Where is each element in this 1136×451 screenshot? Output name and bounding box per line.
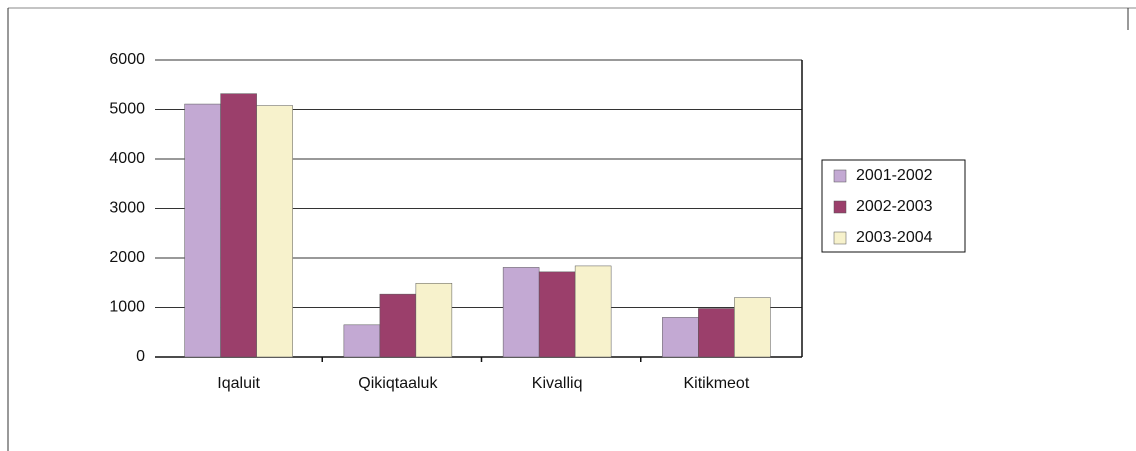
x-tick-label: Qikiqtaaluk bbox=[358, 375, 438, 392]
bar bbox=[379, 293, 417, 358]
bar bbox=[734, 297, 771, 358]
bar bbox=[220, 93, 257, 358]
legend-swatch bbox=[833, 200, 847, 214]
bar bbox=[256, 105, 293, 358]
y-tick-label: 4000 bbox=[109, 150, 145, 167]
bar bbox=[662, 317, 699, 358]
bar bbox=[698, 308, 735, 358]
y-tick-label: 0 bbox=[136, 348, 145, 365]
y-tick-label: 6000 bbox=[109, 51, 145, 68]
y-tick-label: 1000 bbox=[109, 299, 145, 316]
bar bbox=[502, 267, 540, 358]
bar bbox=[343, 324, 381, 358]
legend-label: 2002-2003 bbox=[856, 198, 933, 215]
bar bbox=[415, 282, 453, 358]
x-tick-label: Iqaluit bbox=[217, 375, 260, 392]
bar bbox=[574, 265, 612, 358]
legend-label: 2003-2004 bbox=[856, 229, 933, 246]
legend-swatch bbox=[833, 169, 847, 183]
bar bbox=[184, 103, 221, 358]
y-tick-label: 5000 bbox=[109, 101, 145, 118]
bar bbox=[538, 271, 576, 358]
legend-swatch bbox=[833, 231, 847, 245]
x-tick-label: Kivalliq bbox=[532, 375, 583, 392]
y-tick-label: 2000 bbox=[109, 249, 145, 266]
legend-label: 2001-2002 bbox=[856, 167, 933, 184]
x-tick-label: Kitikmeot bbox=[683, 375, 749, 392]
y-tick-label: 3000 bbox=[109, 200, 145, 217]
